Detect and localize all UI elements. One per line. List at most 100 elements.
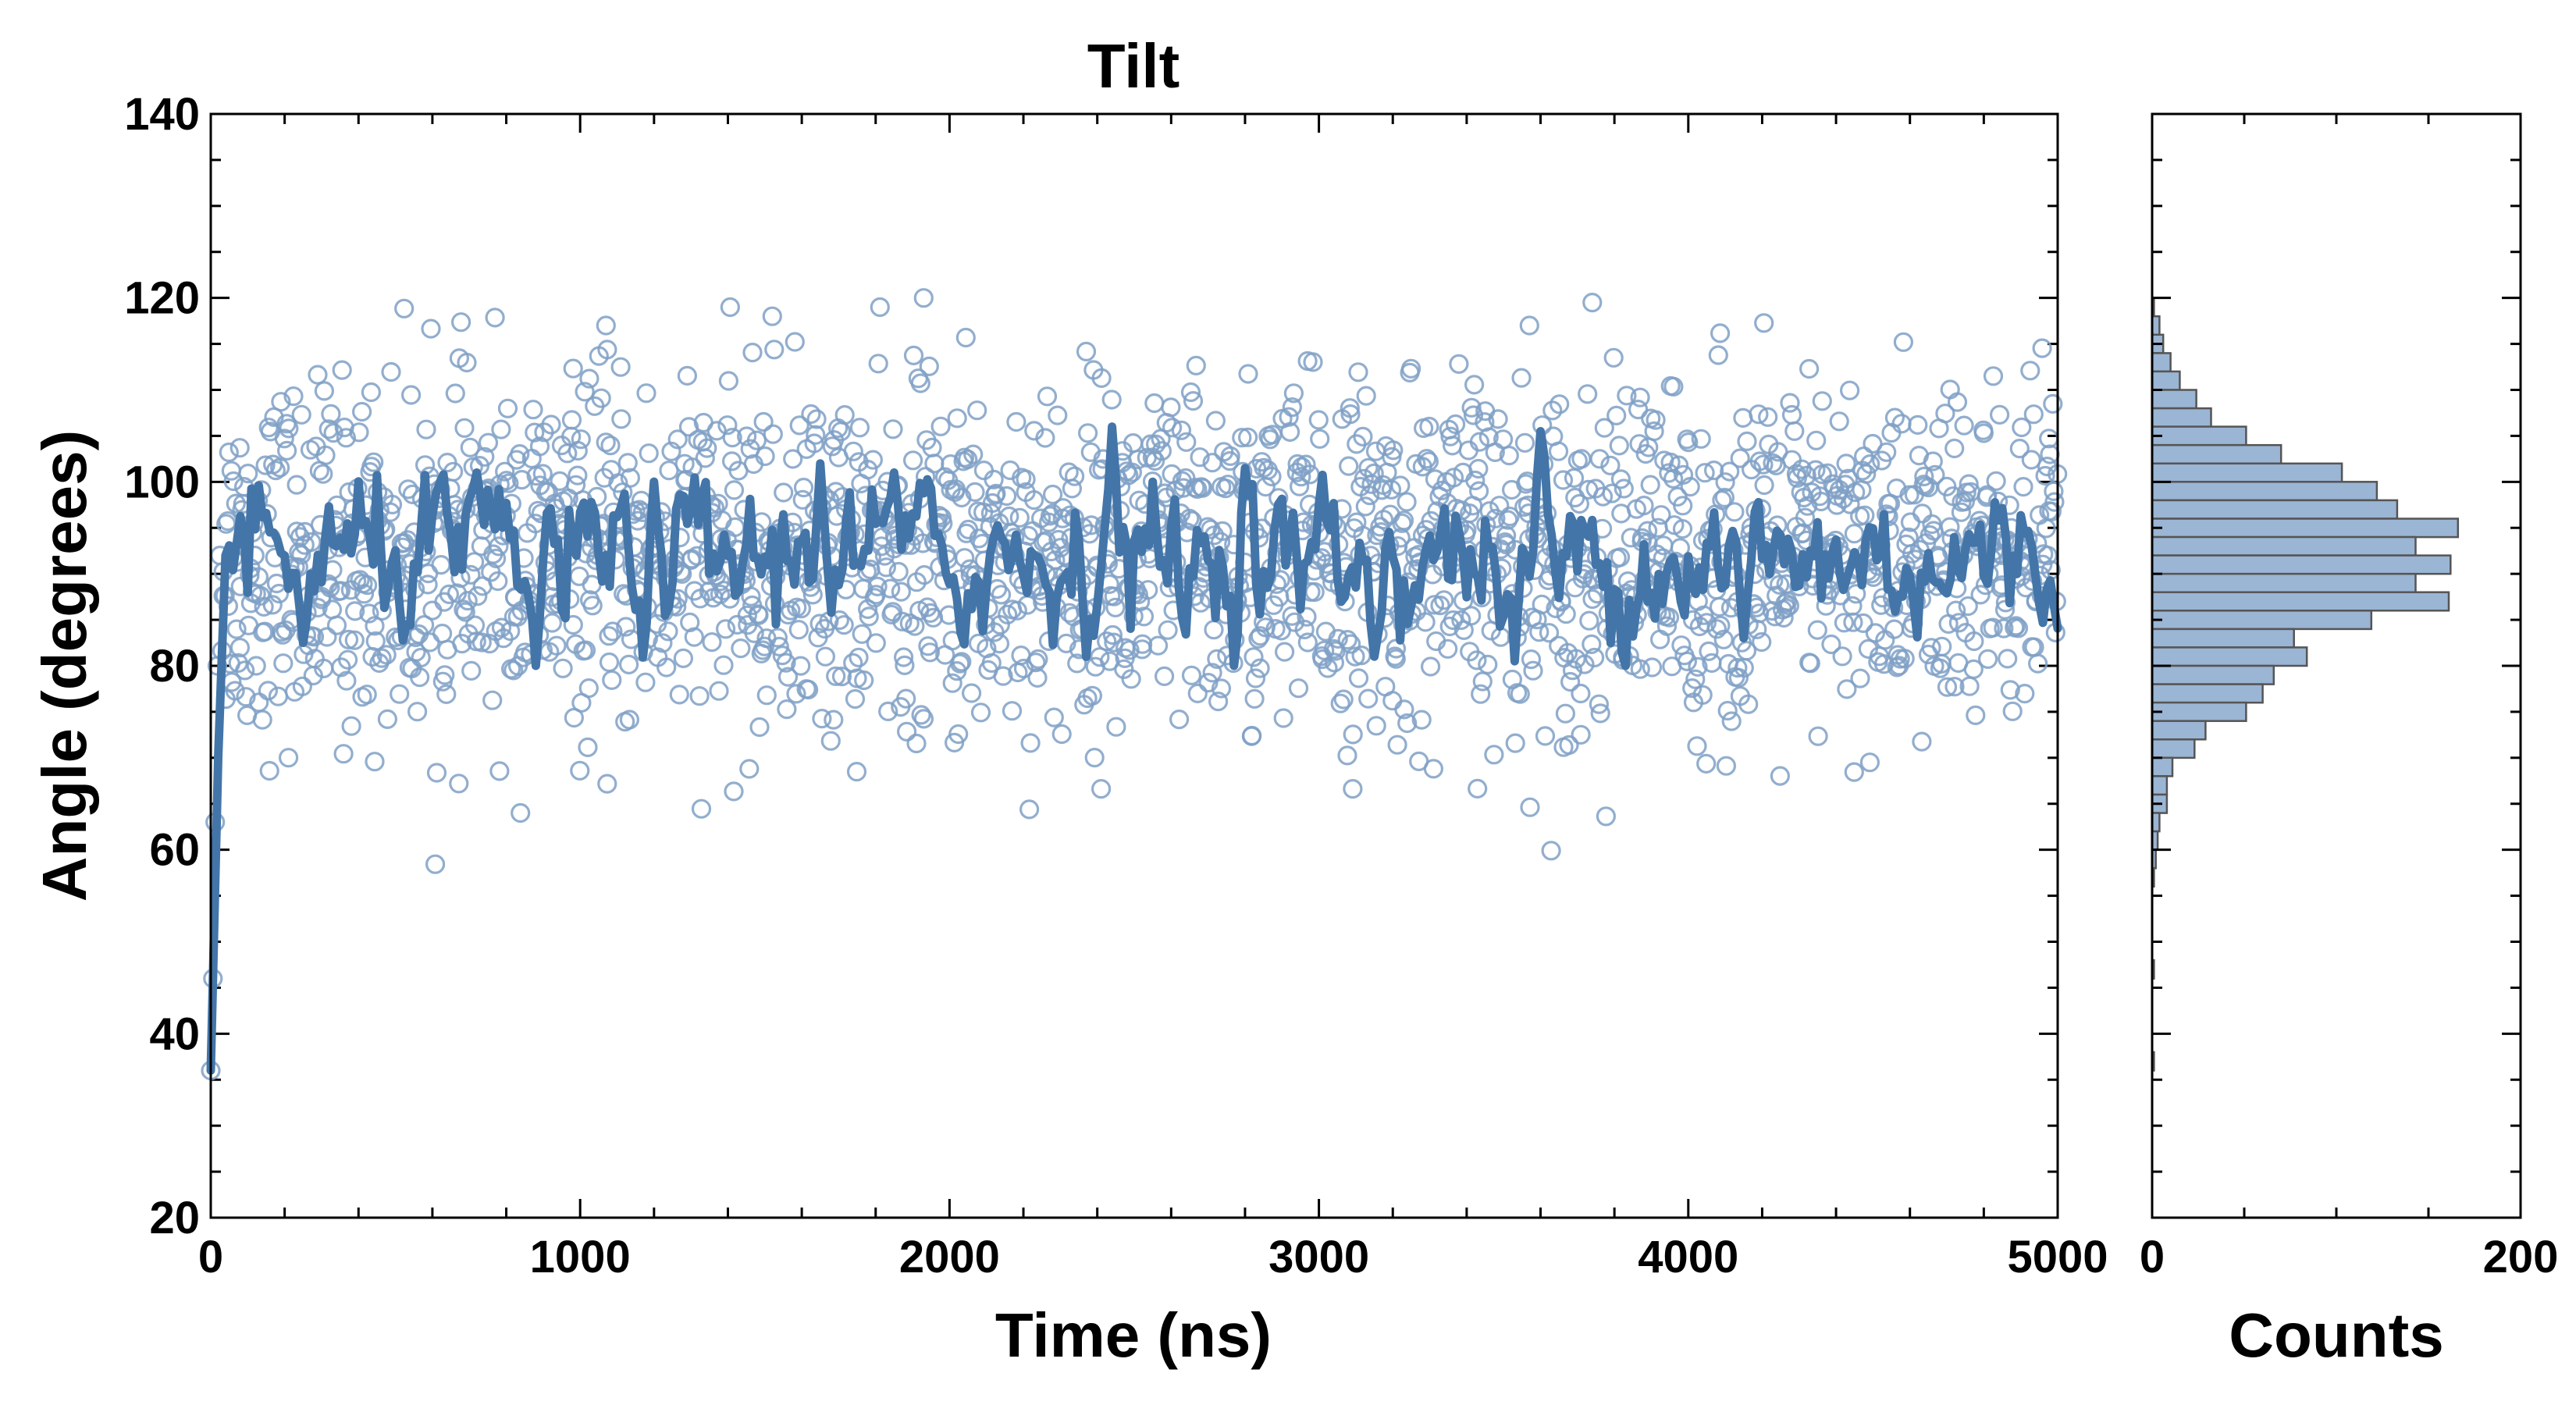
scatter-point (1415, 612, 1436, 632)
scatter-point (1710, 323, 1731, 343)
scatter-point (482, 690, 503, 710)
scatter-point (1119, 465, 1139, 486)
scatter-point (1721, 711, 1742, 731)
scatter-point (961, 683, 982, 703)
scatter-point (1091, 368, 1112, 388)
scatter-point (452, 633, 472, 654)
scatter-point (1310, 429, 1330, 449)
x-tick-label: 5000 (2007, 1232, 2108, 1282)
scatter-point (755, 446, 775, 467)
scatter-point (1056, 633, 1076, 654)
scatter-point (1833, 489, 1853, 509)
scatter-point (1644, 421, 1664, 442)
scatter-point (942, 673, 962, 693)
scatter-point (1958, 596, 1978, 617)
scatter-point (1187, 683, 1208, 704)
scatter-point (1488, 409, 1508, 429)
scatter-point (965, 482, 985, 503)
scatter-point (1589, 694, 1609, 714)
scatter-point (1438, 638, 1458, 659)
histogram-bar (2151, 664, 2275, 685)
scatter-point (947, 408, 967, 429)
scatter-point (226, 619, 247, 639)
scatter-point (1912, 503, 1933, 524)
scatter-point (461, 564, 481, 585)
scatter-point (610, 357, 631, 377)
scatter-point (658, 621, 678, 642)
scatter-point (497, 398, 518, 418)
scatter-point (1424, 595, 1445, 615)
scatter-point (1638, 521, 1658, 541)
scatter-point (436, 684, 457, 705)
scatter-point (1469, 432, 1490, 452)
scatter-point (1606, 405, 1627, 426)
scatter-point (2044, 492, 2065, 512)
scatter-point (902, 450, 923, 471)
scatter-point (1520, 797, 1540, 817)
scatter-point (1283, 383, 1304, 404)
scatter-point (461, 660, 482, 681)
scatter-point (499, 473, 519, 493)
scatter-point (1659, 607, 1680, 628)
scatter-point (1020, 733, 1041, 753)
scatter-point (1893, 332, 1913, 352)
scatter-point (489, 761, 510, 781)
scatter-point (1365, 441, 1386, 461)
scatter-point (273, 653, 294, 674)
scatter-point (1920, 525, 1940, 546)
scatter-point (834, 614, 854, 635)
scatter-point (1397, 492, 1417, 512)
scatter-point (1101, 389, 1122, 410)
scatter-point (789, 415, 809, 436)
scatter-point (1161, 397, 1181, 418)
scatter-point (449, 774, 469, 794)
scatter-point (568, 465, 588, 486)
scatter-point (1564, 468, 1585, 489)
scatter-point (1692, 685, 1713, 705)
scatter-point (1019, 799, 1040, 820)
scatter-point (1640, 475, 1660, 495)
scatter-point (292, 676, 312, 696)
scatter-point (876, 557, 897, 578)
scatter-point (970, 702, 991, 723)
scatter-point (720, 589, 740, 609)
scatter-point (1990, 404, 2010, 425)
scatter-point (911, 705, 931, 725)
scatter-point (1323, 638, 1344, 660)
scatter-point (1908, 414, 1928, 436)
scatter-point (1610, 469, 1631, 489)
scatter-point (1691, 429, 1711, 449)
scatter-point (1133, 606, 1155, 627)
histogram-bar (2151, 352, 2172, 373)
scatter-point (764, 340, 785, 360)
scatter-point (1713, 629, 1734, 649)
scatter-point (1288, 678, 1309, 699)
scatter-point (888, 561, 909, 582)
scatter-point (2043, 393, 2063, 414)
scatter-point (1706, 619, 1727, 639)
scatter-point (1423, 759, 1444, 779)
scatter-point (491, 419, 511, 439)
scatter-point (1081, 515, 1101, 535)
scatter-point (967, 400, 987, 421)
scatter-point (2000, 680, 2020, 700)
scatter-point (1708, 345, 1728, 365)
scatter-point (1037, 386, 1058, 407)
scatter-point (858, 459, 878, 480)
scatter-point (753, 411, 774, 432)
scatter-point (426, 763, 447, 783)
scatter-point (1621, 528, 1641, 548)
scatter-point (1343, 778, 1363, 799)
scatter-point (1355, 496, 1375, 517)
scatter-point (1009, 507, 1030, 528)
scatter-point (1387, 735, 1407, 755)
scatter-point (582, 596, 603, 616)
scatter-point (776, 653, 796, 673)
scatter-point (1749, 404, 1769, 425)
scatter-point (1730, 448, 1750, 468)
scatter-point (793, 477, 814, 498)
chart-title: Tilt (1087, 31, 1180, 101)
scatter-point (1578, 384, 1598, 404)
scatter-point (849, 647, 869, 667)
scatter-point (1672, 518, 1693, 539)
